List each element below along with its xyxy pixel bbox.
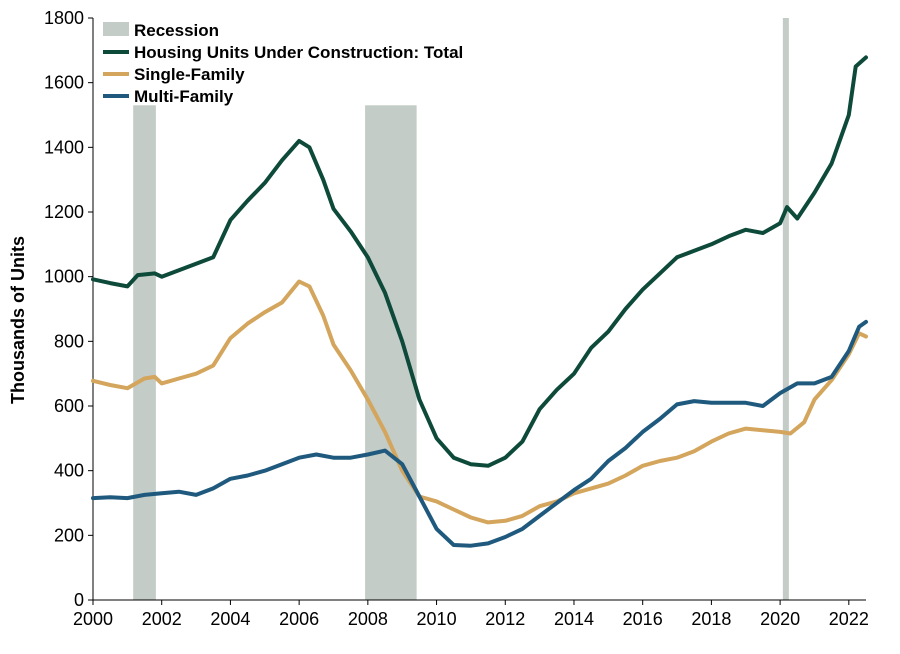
- recession-band: [782, 18, 789, 600]
- recession-band: [133, 105, 156, 601]
- x-tick-label: 2004: [210, 609, 250, 629]
- x-tick-label: 2022: [829, 609, 869, 629]
- y-tick-label: 1200: [44, 202, 84, 222]
- legend-label-series: Multi-Family: [134, 87, 234, 106]
- series-line-total: [91, 55, 868, 468]
- y-tick-label: 400: [54, 461, 84, 481]
- legend-swatch-recession: [103, 22, 129, 36]
- x-tick-label: 2010: [417, 609, 457, 629]
- legend-label-recession: Recession: [134, 21, 219, 40]
- axes: [92, 18, 866, 601]
- recession-bands: [133, 18, 789, 601]
- y-tick-label: 800: [54, 331, 84, 351]
- x-tick-label: 2008: [348, 609, 388, 629]
- x-tick-label: 2000: [73, 609, 113, 629]
- legend: Recession Housing Units Under Constructio…: [103, 21, 463, 106]
- legend-label-series: Housing Units Under Construction: Total: [134, 43, 463, 62]
- legend-label-series: Single-Family: [134, 65, 245, 84]
- x-tick-label: 2016: [623, 609, 663, 629]
- x-tick-label: 2012: [485, 609, 525, 629]
- series-line-single-family: [91, 279, 868, 525]
- series-lines: [91, 55, 868, 548]
- y-tick-label: 1400: [44, 137, 84, 157]
- y-axis-title: Thousands of Units: [8, 236, 28, 404]
- y-tick-label: 1600: [44, 73, 84, 93]
- y-tick-label: 0: [74, 590, 84, 610]
- x-tick-label: 2020: [760, 609, 800, 629]
- x-tick-label: 2002: [142, 609, 182, 629]
- y-tick-label: 200: [54, 525, 84, 545]
- y-tick-label: 600: [54, 396, 84, 416]
- x-tick-label: 2018: [691, 609, 731, 629]
- x-tick-label: 2014: [554, 609, 594, 629]
- x-axis-ticks: 2000 2002 2004 2006 2008 2010 2012 2014 2016 2018…: [73, 600, 869, 629]
- y-axis-ticks: 0 200 400 600 800 1000 1200 1400 1600 1800: [44, 8, 93, 610]
- y-tick-label: 1000: [44, 267, 84, 287]
- y-tick-label: 1800: [44, 8, 84, 28]
- series-line-multi-family: [91, 319, 868, 548]
- recession-band: [365, 105, 417, 601]
- x-tick-label: 2006: [279, 609, 319, 629]
